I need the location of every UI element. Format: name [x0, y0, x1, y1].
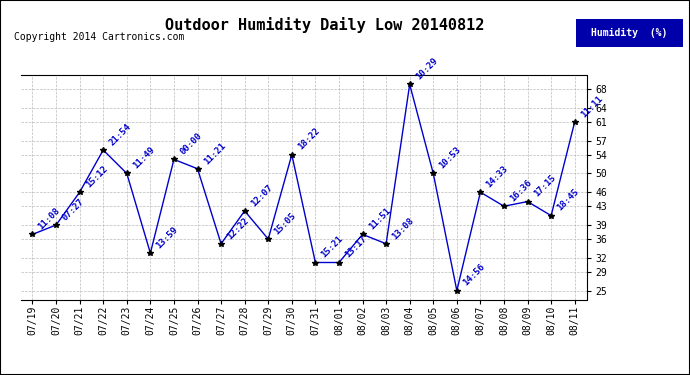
Text: 12:07: 12:07 — [249, 183, 274, 208]
Text: 21:54: 21:54 — [108, 122, 132, 147]
Text: 16:36: 16:36 — [508, 178, 533, 204]
Text: Humidity  (%): Humidity (%) — [591, 28, 668, 38]
Text: 07:27: 07:27 — [60, 197, 86, 222]
Text: 11:49: 11:49 — [131, 145, 157, 171]
Text: 17:15: 17:15 — [532, 173, 557, 199]
Text: 10:29: 10:29 — [414, 56, 440, 82]
Text: 10:53: 10:53 — [437, 145, 463, 171]
Text: 13:17: 13:17 — [343, 234, 368, 260]
Text: 15:05: 15:05 — [273, 211, 298, 236]
Text: 15:12: 15:12 — [83, 164, 109, 189]
Text: 11:08: 11:08 — [37, 206, 62, 232]
Text: 18:45: 18:45 — [555, 188, 581, 213]
Text: 12:22: 12:22 — [225, 216, 250, 241]
Text: 18:22: 18:22 — [296, 126, 322, 152]
Text: 00:00: 00:00 — [178, 131, 204, 157]
Text: 14:33: 14:33 — [484, 164, 510, 189]
Text: 11:51: 11:51 — [366, 206, 392, 232]
Text: Copyright 2014 Cartronics.com: Copyright 2014 Cartronics.com — [14, 32, 184, 42]
Text: 11:11: 11:11 — [579, 94, 604, 119]
Text: 13:59: 13:59 — [155, 225, 180, 251]
Text: 15:21: 15:21 — [319, 234, 345, 260]
Text: 13:08: 13:08 — [391, 216, 415, 241]
Text: 11:21: 11:21 — [201, 141, 227, 166]
Text: 14:56: 14:56 — [461, 262, 486, 288]
Text: Outdoor Humidity Daily Low 20140812: Outdoor Humidity Daily Low 20140812 — [165, 17, 484, 33]
